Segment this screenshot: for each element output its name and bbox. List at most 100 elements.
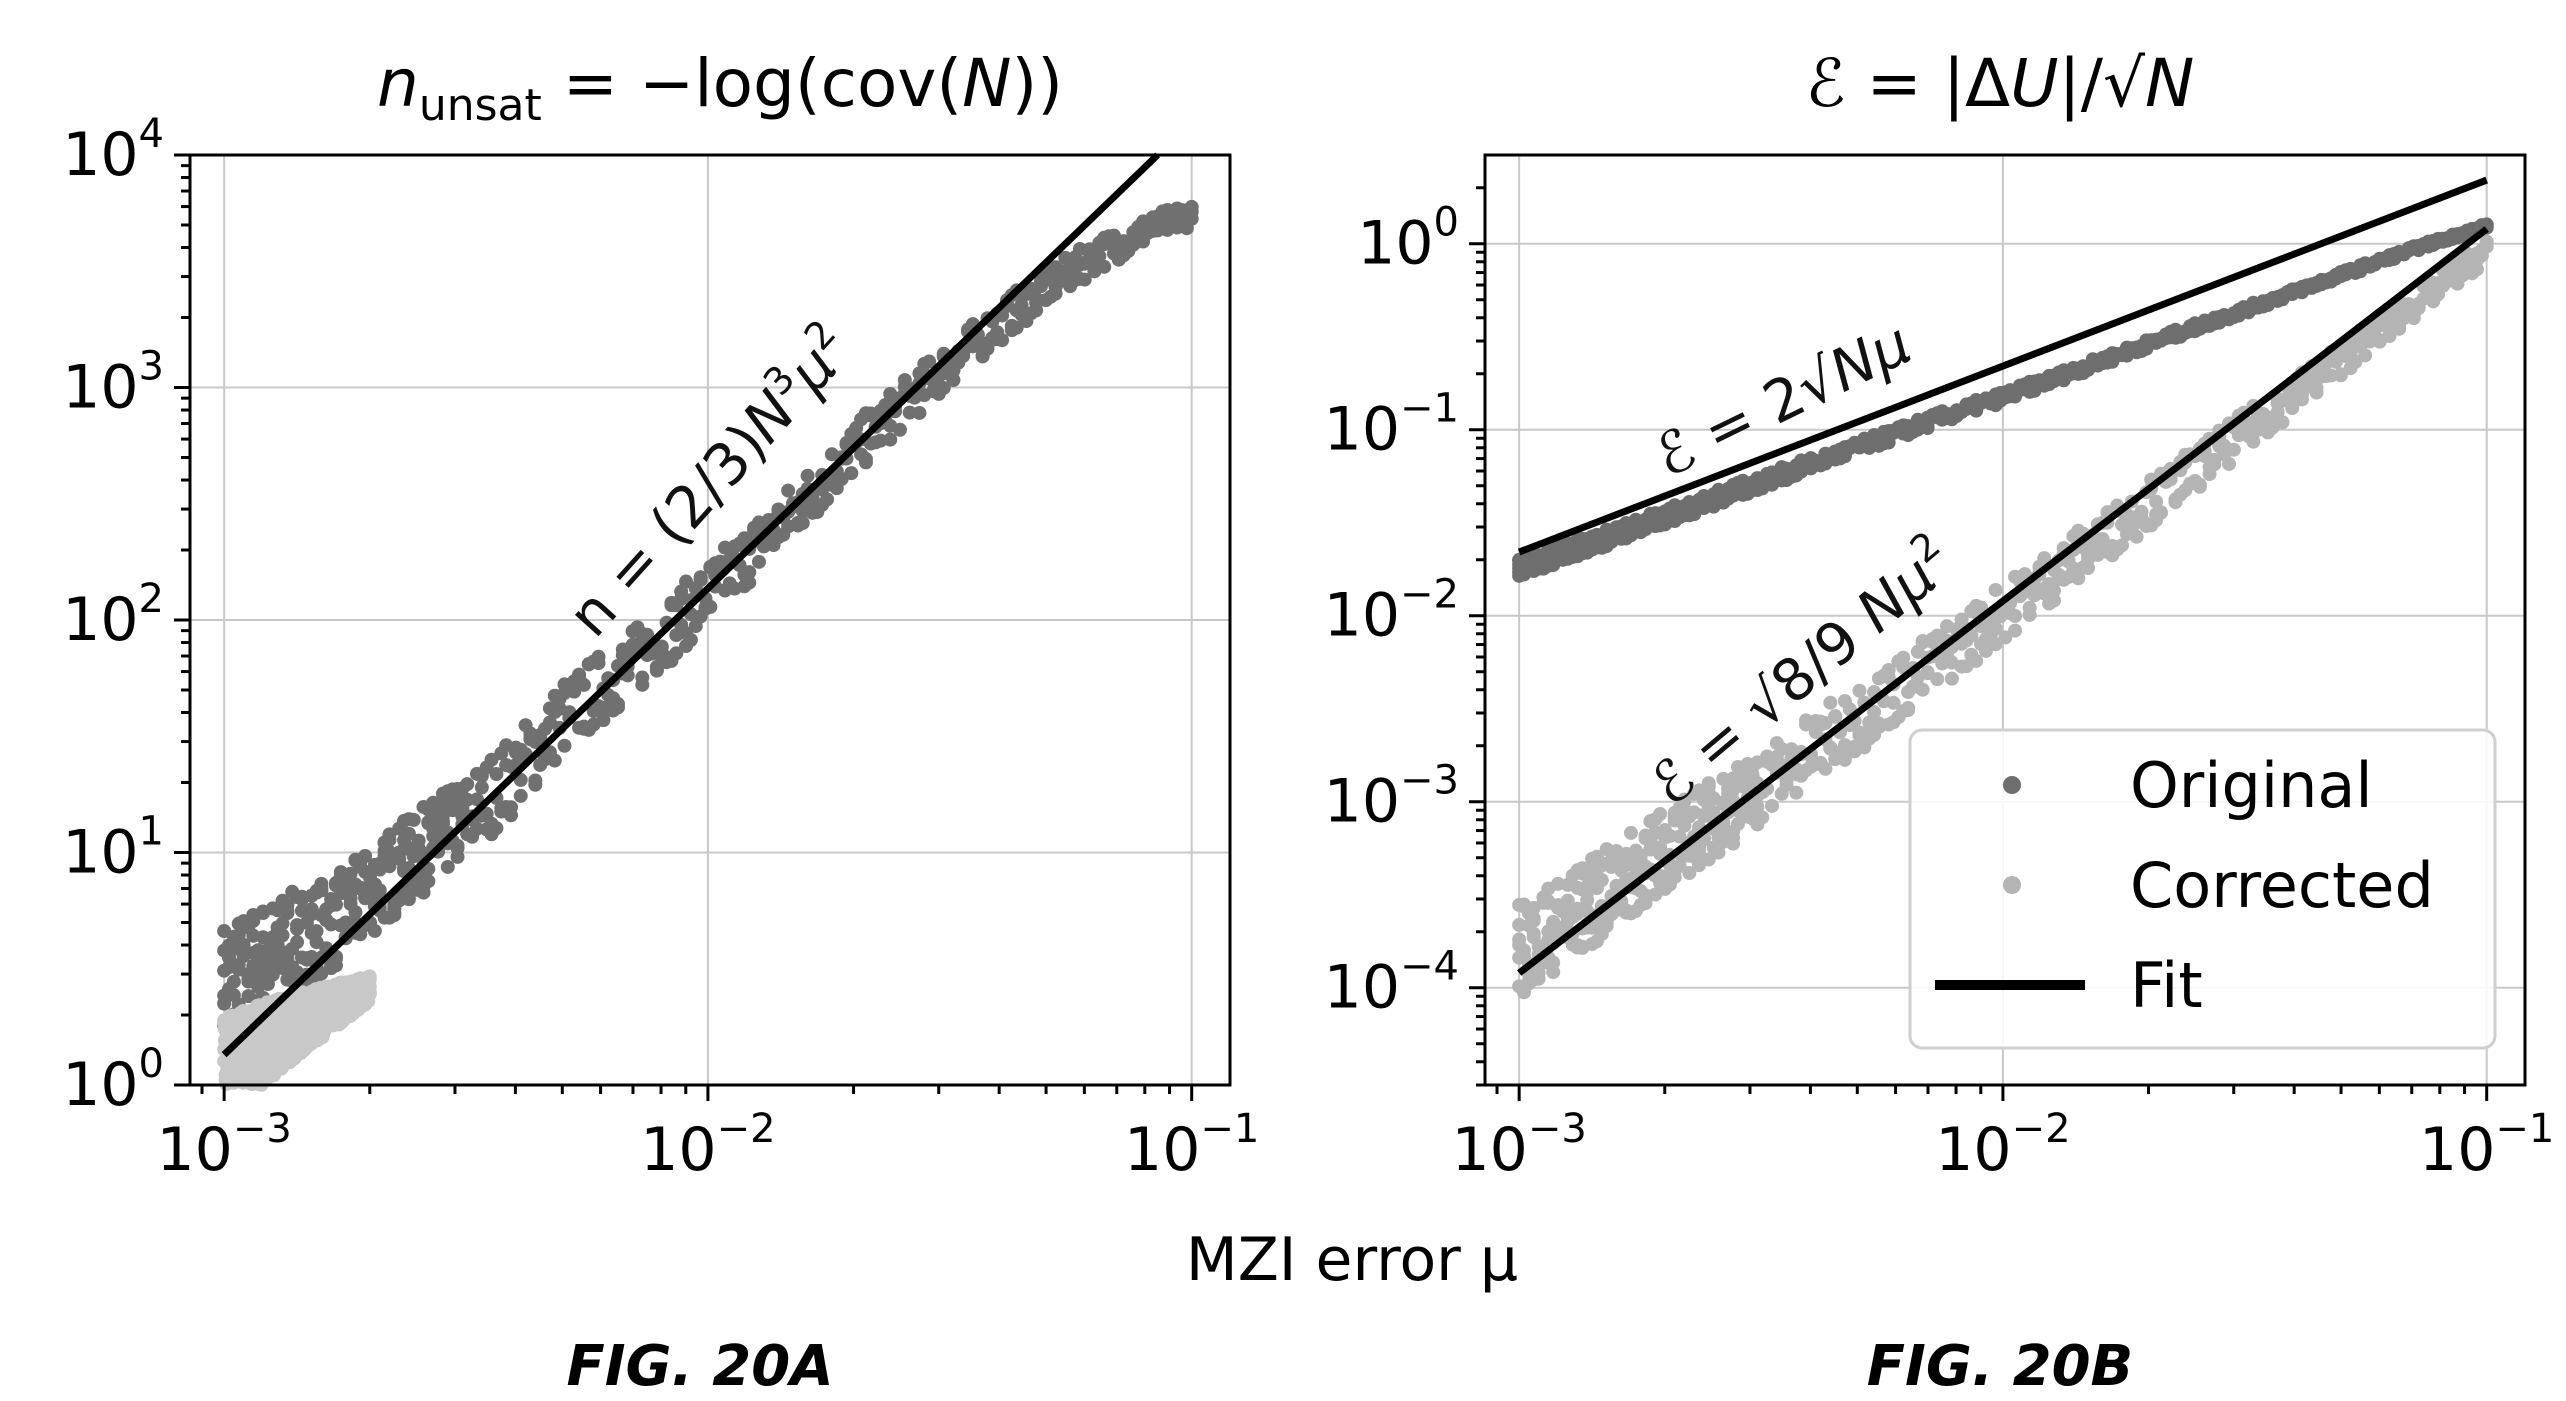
chart-b-point: [1881, 662, 1896, 677]
chart-b-point: [1998, 630, 2013, 645]
chart-a-point: [343, 891, 358, 906]
chart-b-point: [1901, 700, 1916, 715]
chart-a-point: [693, 573, 708, 588]
chart-a-point: [450, 838, 465, 853]
chart-a-point: [567, 684, 582, 699]
chart-a-point: [610, 696, 625, 711]
chart-a-xtick-label-1: 10−2: [640, 1106, 775, 1185]
chart-b-point: [2008, 623, 2023, 638]
chart-b-point: [2008, 608, 2023, 623]
chart-a-point: [820, 492, 835, 507]
chart-b-point: [2358, 348, 2373, 363]
chart-a-point: [751, 554, 766, 569]
chart-a-point: [703, 599, 718, 614]
legend-label-corrected: Corrected: [2130, 849, 2434, 922]
chart-a-point: [504, 808, 519, 823]
chart-a-ytick-label-3: 103: [62, 344, 164, 423]
chart-b-ytick-label-4: 100: [1357, 200, 1459, 279]
chart-a-point: [742, 575, 757, 590]
chart-a-point: [1097, 259, 1112, 274]
chart-b-point: [1896, 650, 1911, 665]
x-axis-label: MZI error μ: [1186, 1225, 1518, 1295]
chart-b-point: [1988, 637, 2003, 652]
chart-a-point: [528, 777, 543, 792]
chart-b-point: [1915, 682, 1930, 697]
chart-a-point: [421, 874, 436, 889]
chart-b-point: [2226, 442, 2241, 457]
chart-b-ytick-label-1: 10−3: [1324, 758, 1459, 837]
chart-a-point: [367, 923, 382, 938]
chart-a-point: [372, 883, 387, 898]
chart-b-point: [2275, 415, 2290, 430]
chart-b-point: [2022, 600, 2037, 615]
chart-a-point: [246, 913, 261, 928]
chart-b-point: [2246, 434, 2261, 449]
chart-panel-a: nunsat = −log(cov(N)) 10−3 10−2 10−1 100 101…: [62, 45, 1259, 1185]
chart-a-point: [401, 826, 416, 841]
chart-b-point: [2071, 571, 2086, 586]
chart-a-point: [946, 373, 961, 388]
chart-a-ytick-label-4: 104: [62, 111, 164, 190]
chart-a-point: [309, 924, 324, 939]
chart-b-point: [1828, 709, 1843, 724]
chart-b-point: [2192, 477, 2207, 492]
chart-a-point: [275, 928, 290, 943]
chart-a-point: [256, 930, 271, 945]
chart-b-point: [2382, 329, 2397, 344]
chart-b-point: [1930, 672, 1945, 687]
chart-b-point: [1594, 873, 1609, 888]
chart-a-point: [742, 565, 757, 580]
chart-b-point: [1988, 582, 2003, 597]
chart-a-title-close: )): [1012, 45, 1064, 122]
chart-b-point: [1638, 896, 1653, 911]
chart-a-point: [382, 859, 397, 874]
chart-b-series-0: [1512, 217, 2494, 583]
chart-a-ytick-label-1: 101: [62, 809, 164, 888]
chart-a-point: [892, 422, 907, 437]
chart-a-point: [795, 516, 810, 531]
chart-b-point: [1531, 971, 1546, 986]
chart-a-point: [406, 812, 421, 827]
chart-a-point: [226, 974, 241, 989]
chart-a-point: [513, 788, 528, 803]
chart-b-series: [1512, 176, 2494, 1000]
chart-a-ticks: 10−3 10−2 10−1 100 101 102 103 104: [62, 111, 1259, 1185]
chart-b-xtick-label-0: 10−3: [1451, 1106, 1586, 1185]
chart-b-ytick-label-3: 10−1: [1324, 386, 1459, 465]
chart-b-point: [1512, 932, 1527, 947]
chart-a-point: [844, 466, 859, 481]
chart-b-point: [1789, 785, 1804, 800]
chart-b-point: [1682, 866, 1697, 881]
chart-a-point: [358, 849, 373, 864]
chart-b-frame: [1483, 153, 2527, 1087]
chart-a-point: [290, 935, 305, 950]
chart-b-title-rest: = |Δ: [1846, 45, 2011, 122]
chart-b-point: [2153, 505, 2168, 520]
chart-b-xtick-label-1: 10−2: [1935, 1106, 2070, 1185]
chart-b-point: [1526, 911, 1541, 926]
chart-b-point: [1701, 852, 1716, 867]
chart-b-xtick-label-2: 10−1: [2419, 1106, 2554, 1185]
chart-b-point: [2129, 529, 2144, 544]
chart-a-point: [280, 903, 295, 918]
chart-a-point: [343, 866, 358, 881]
chart-a-fit-line-2: [221, 152, 1160, 1058]
chart-a-point: [416, 885, 431, 900]
chart-a-series-2: [221, 152, 1160, 1058]
chart-b-point: [2479, 239, 2494, 254]
chart-b-point: [2115, 538, 2130, 553]
chart-a-point: [382, 832, 397, 847]
chart-a-title-sub: unsat: [419, 80, 542, 131]
chart-b-point: [1823, 695, 1838, 710]
figure-caption-a: FIG. 20A: [566, 1334, 833, 1399]
chart-a-point: [489, 821, 504, 836]
legend-label-fit: Fit: [2130, 949, 2203, 1022]
chart-a-point: [649, 662, 664, 677]
chart-b-point: [1726, 771, 1741, 786]
chart-a-point: [440, 859, 455, 874]
chart-a-point: [1072, 241, 1087, 256]
chart-a-point: [460, 777, 475, 792]
chart-a-series-0: [217, 199, 1199, 1033]
chart-b-point: [1750, 799, 1765, 814]
